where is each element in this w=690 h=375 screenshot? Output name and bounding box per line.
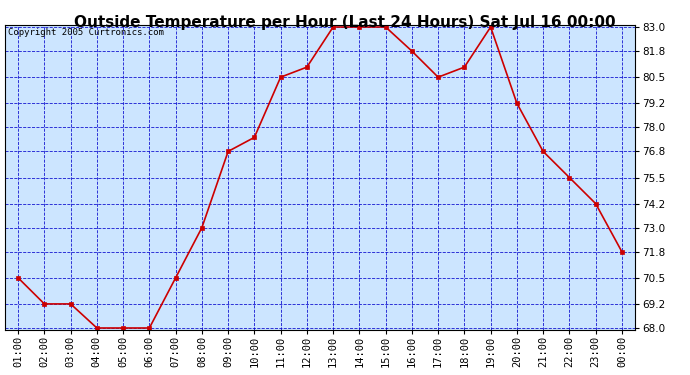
Text: Copyright 2005 Curtronics.com: Copyright 2005 Curtronics.com	[8, 28, 164, 37]
Text: Outside Temperature per Hour (Last 24 Hours) Sat Jul 16 00:00: Outside Temperature per Hour (Last 24 Ho…	[75, 15, 615, 30]
